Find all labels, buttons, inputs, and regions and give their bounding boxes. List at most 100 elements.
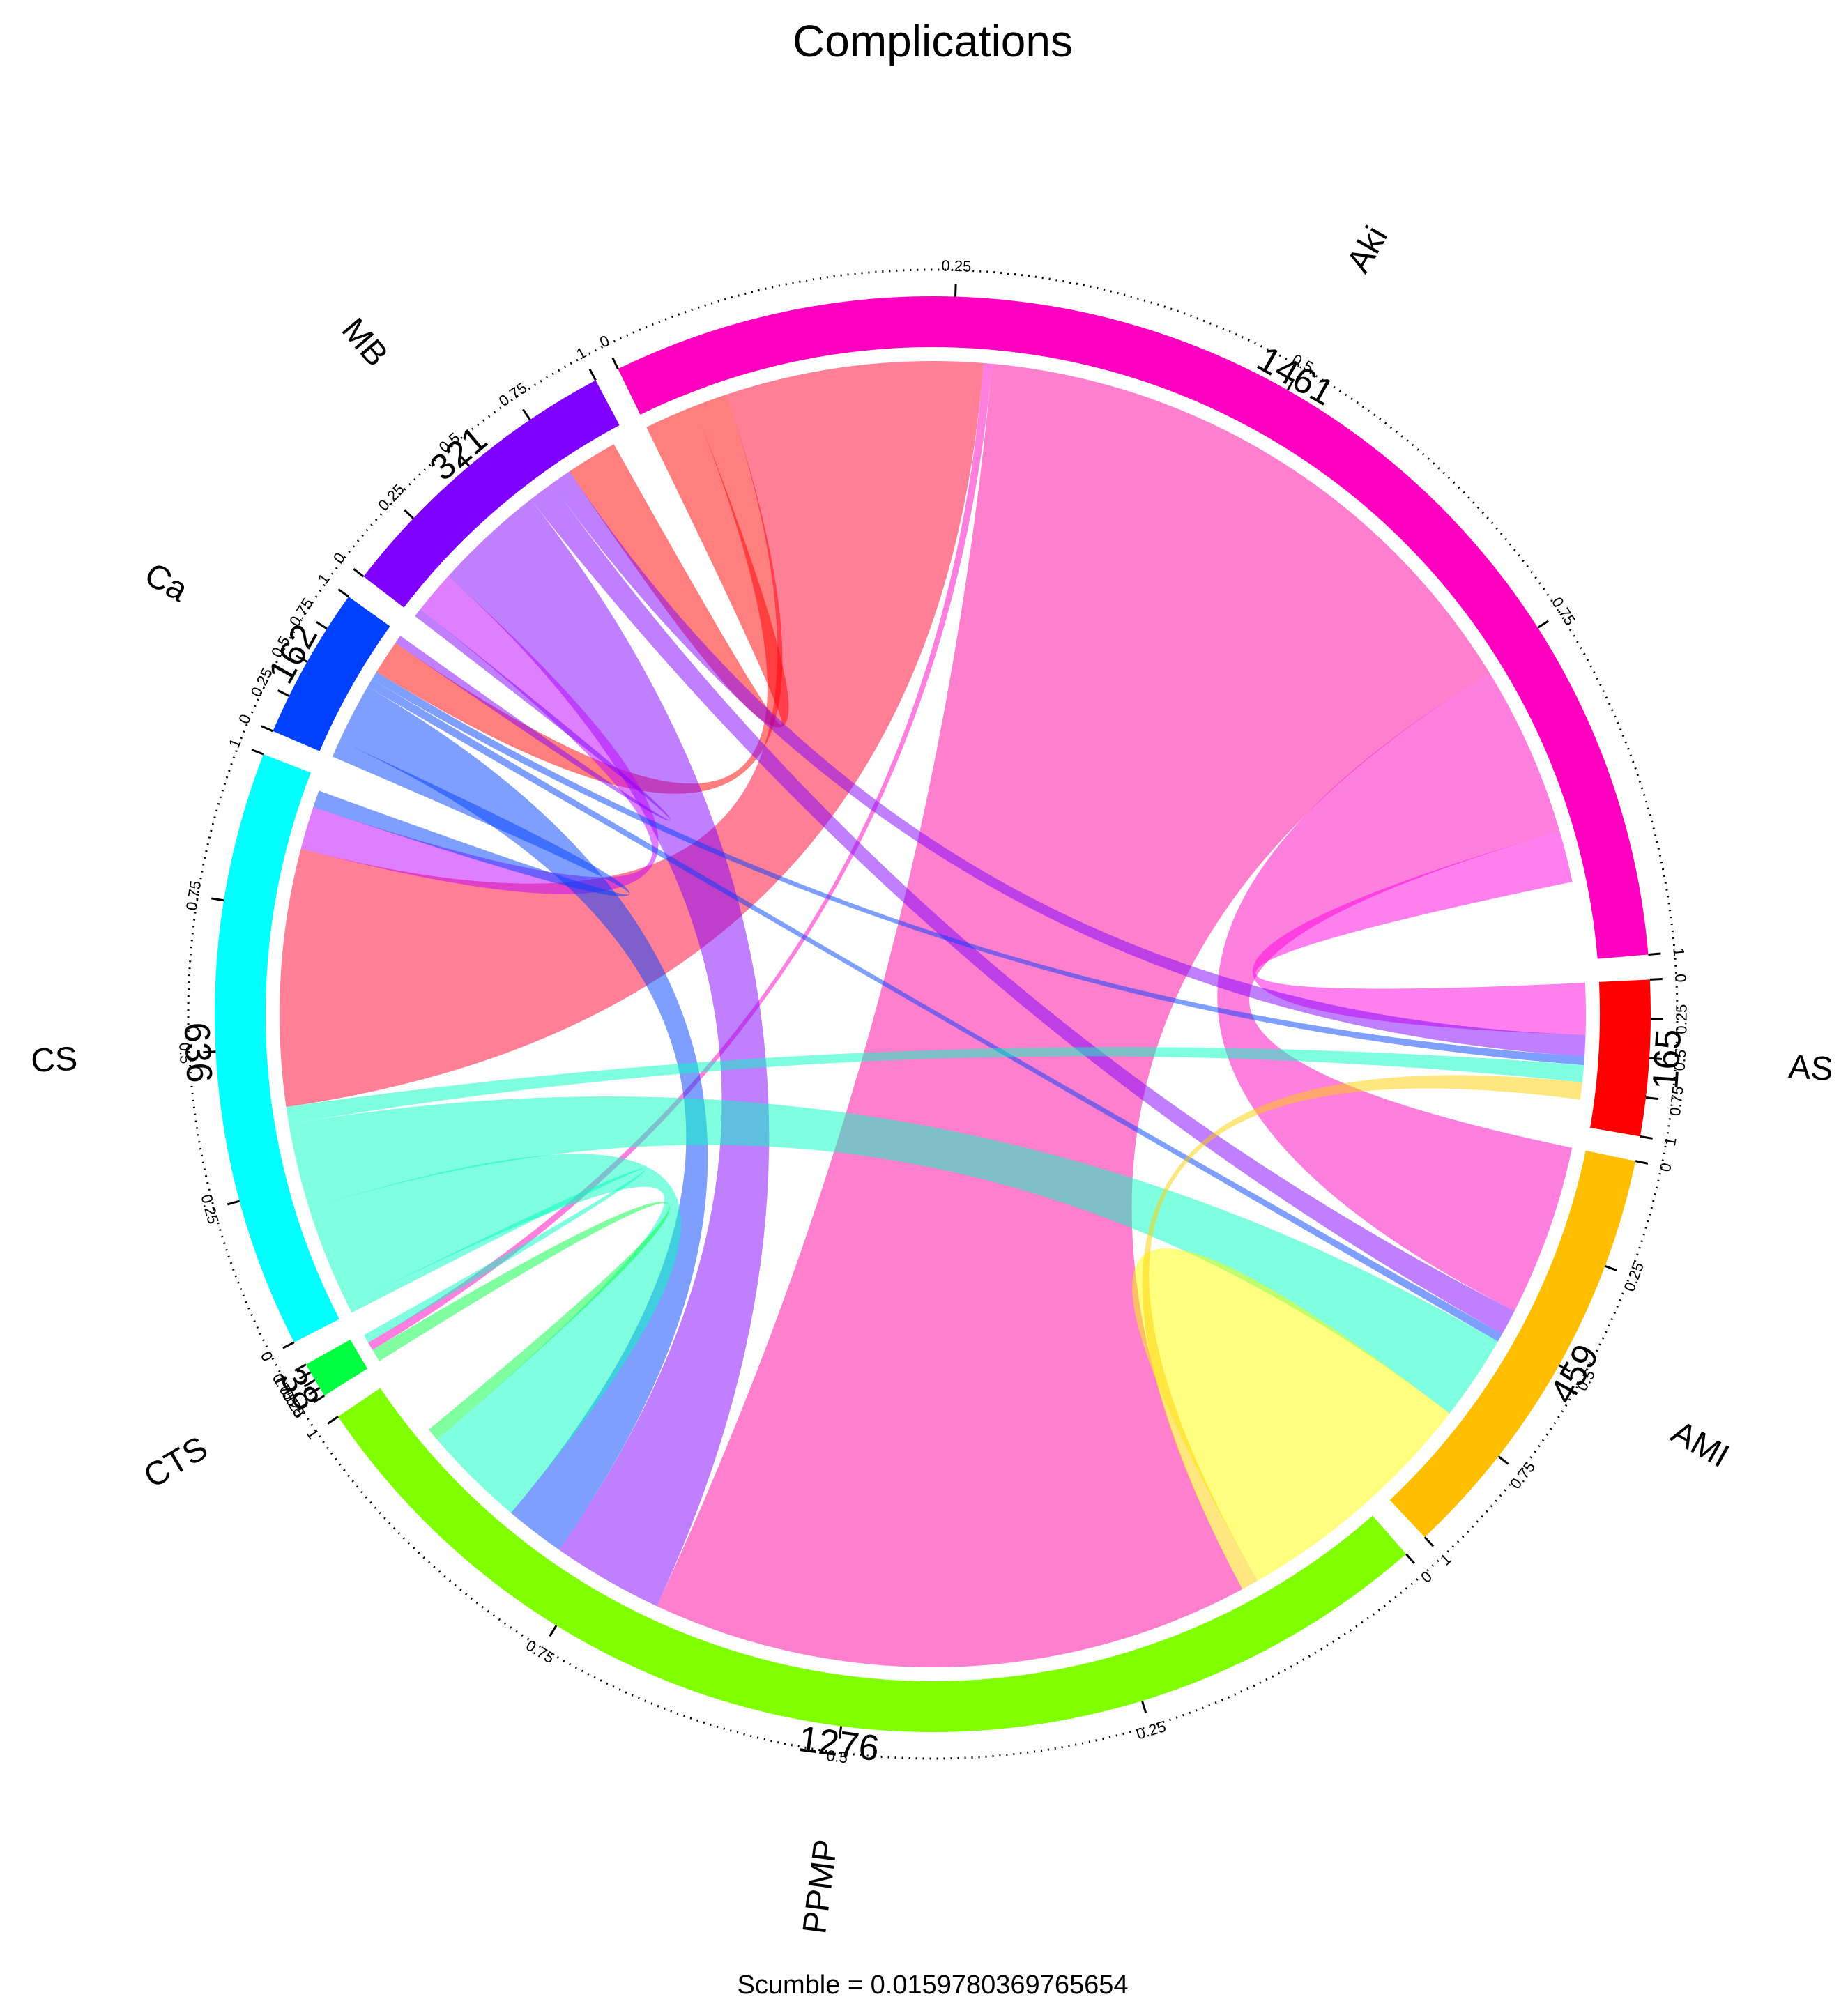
scale-tick-label: 0.25 (197, 1193, 222, 1226)
scale-tick (282, 1341, 295, 1349)
scale-tick-label: 0.75 (496, 378, 530, 410)
scale-tick (611, 357, 619, 369)
scale-tick (296, 655, 308, 663)
scale-tick (327, 1416, 339, 1425)
scale-tick (337, 588, 349, 598)
chord (372, 1202, 670, 1440)
scale-tick-label: 1 (1437, 1550, 1455, 1569)
sector-name: MB (335, 312, 395, 374)
sector-arc (618, 296, 1649, 959)
scale-tick-label: 0 (257, 1349, 277, 1364)
chord (367, 679, 1503, 1342)
chords (279, 360, 1586, 1668)
sector-arc (1389, 1150, 1636, 1538)
scale-tick (211, 897, 224, 902)
scale-tick (1537, 620, 1549, 629)
chart-title: Complications (793, 16, 1073, 66)
scale-tick (1405, 1553, 1416, 1564)
scale-tick (460, 455, 471, 467)
scale-tick-label: 0.25 (1621, 1260, 1647, 1294)
sector-total: 636 (176, 1021, 219, 1084)
sector-name: AMI (1665, 1414, 1735, 1475)
scale-tick (298, 1371, 312, 1380)
chord (309, 1154, 682, 1513)
scale-tick-label: 0 (1672, 974, 1690, 983)
scale-tick (522, 408, 531, 421)
chord (289, 1096, 1498, 1414)
scale-tick (1497, 1455, 1509, 1465)
chord (313, 740, 630, 896)
scale-tick-label: 0.25 (1134, 1717, 1168, 1743)
scale-tick (1635, 1160, 1649, 1165)
scale-tick-label: 0.75 (1666, 1085, 1687, 1117)
scale-tick (588, 368, 597, 381)
scale-tick (1645, 1096, 1659, 1101)
chord (1252, 831, 1586, 1035)
scale-tick (1141, 1700, 1147, 1713)
scale-tick (316, 621, 328, 630)
scale-tick-label: 1 (1670, 947, 1688, 957)
scale-tick (1640, 1135, 1653, 1140)
chord (286, 1047, 1584, 1124)
scale-tick (203, 1050, 216, 1054)
caption: Scumble = 0.0159780369765654 (738, 1970, 1129, 2000)
scale-tick (1649, 1057, 1663, 1060)
scale-tick-label: 0.75 (183, 880, 204, 912)
sector-arc (1590, 979, 1651, 1137)
scale-tick (261, 725, 274, 733)
sector-name: Aki (1340, 220, 1395, 279)
chord (448, 499, 770, 1607)
scale-tick (1423, 1536, 1435, 1547)
chord (1132, 1248, 1450, 1581)
scale-tick-label: 0 (1417, 1568, 1435, 1586)
scale-tick-label: 1 (1661, 1136, 1680, 1147)
scale-tick-label: 1 (574, 344, 590, 363)
sector-name: Ca (139, 556, 194, 609)
sector-name: AS (1787, 1048, 1834, 1088)
sector-arc (305, 1339, 368, 1396)
scale-tick (403, 509, 414, 519)
scale-tick (308, 1386, 321, 1395)
sector-name: CS (30, 1041, 78, 1080)
chord (300, 576, 659, 894)
chord (1217, 673, 1573, 1311)
sector-arc (338, 1388, 1407, 1732)
chord (279, 360, 984, 1108)
scale-tick (1604, 1264, 1617, 1272)
scale-tick (313, 1394, 326, 1404)
scale-tick-label: 0.5 (176, 1042, 194, 1064)
chord (339, 687, 708, 1550)
scale-tick-label: 1 (303, 1425, 323, 1442)
scale-tick (277, 689, 290, 697)
scale-tick (303, 1379, 316, 1388)
scale-tick-label: 0 (597, 332, 612, 351)
scale-tick (1649, 978, 1663, 981)
scale-tick-label: 0.5 (1671, 1049, 1690, 1071)
scale-tick (353, 567, 365, 578)
scale-circle (187, 268, 1679, 1760)
chord (569, 406, 789, 728)
scale-tick-label: 0.5 (825, 1747, 849, 1767)
scale-tick-label: 0.25 (941, 257, 972, 275)
scale-tick-label: 0 (235, 712, 254, 726)
scale-tick-label: 0.75 (523, 1637, 558, 1667)
scale-tick-label: 0.25 (374, 480, 408, 514)
scale-tick (838, 1726, 843, 1739)
sector-arc (363, 380, 620, 608)
sector-total: 165 (1645, 1028, 1689, 1091)
scale-tick (549, 1625, 558, 1637)
sector-arc (273, 597, 390, 751)
scale-tick-label: 1 (314, 570, 333, 588)
chord (657, 363, 1490, 1668)
scale-tick (227, 1200, 240, 1206)
scale-tick (1286, 378, 1295, 391)
scale-tick-label: 0 (1656, 1161, 1675, 1173)
scale-tick-label: 0.75 (1548, 594, 1579, 629)
sector-arc (215, 754, 339, 1342)
scale-tick-label: 0 (330, 549, 349, 567)
sector-name: CTS (137, 1430, 214, 1496)
scale-tick-label: 0.75 (1506, 1458, 1538, 1492)
scale-tick (294, 1363, 307, 1372)
scale-tick (251, 749, 264, 756)
